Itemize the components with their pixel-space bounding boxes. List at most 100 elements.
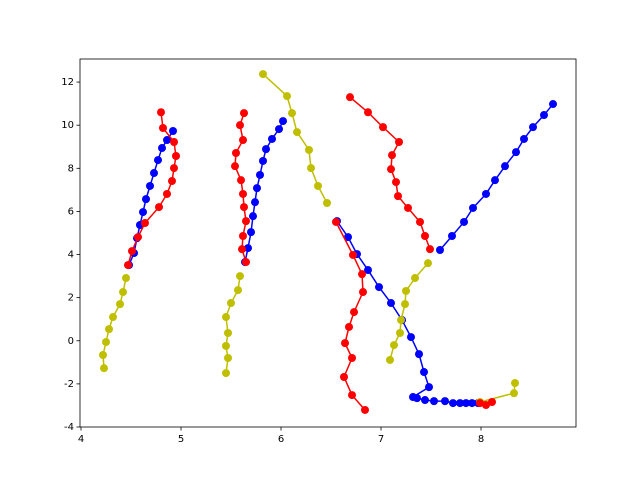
data-point xyxy=(346,93,354,102)
series-line xyxy=(128,130,174,266)
data-point xyxy=(501,162,509,171)
data-point xyxy=(146,181,154,190)
data-point xyxy=(283,92,291,101)
data-point xyxy=(105,325,113,334)
data-point xyxy=(236,121,244,130)
x-tick-label: 8 xyxy=(478,434,484,445)
data-point xyxy=(420,368,428,377)
data-point xyxy=(460,217,468,226)
data-point xyxy=(476,399,484,408)
data-point xyxy=(249,212,257,221)
data-point xyxy=(141,219,149,228)
series-line xyxy=(479,382,516,403)
data-point xyxy=(224,329,232,338)
data-point xyxy=(236,272,244,281)
data-point xyxy=(332,217,340,226)
y-tick-label: 4 xyxy=(68,250,74,261)
y-tick-label: 0 xyxy=(68,336,74,347)
data-point xyxy=(361,405,369,414)
data-point xyxy=(116,300,124,309)
data-point xyxy=(396,329,404,338)
data-point xyxy=(124,261,132,270)
data-point xyxy=(441,397,449,406)
data-point xyxy=(449,399,457,408)
data-point xyxy=(259,70,267,79)
data-point xyxy=(259,156,267,165)
data-point xyxy=(411,274,419,283)
data-point xyxy=(139,208,147,217)
data-point xyxy=(448,231,456,240)
data-point xyxy=(390,341,398,350)
data-point xyxy=(119,288,127,297)
data-point xyxy=(134,233,142,242)
data-point xyxy=(348,354,356,363)
data-point xyxy=(142,195,150,204)
data-point xyxy=(387,299,395,308)
data-point xyxy=(169,127,177,136)
data-point xyxy=(268,134,276,143)
data-point xyxy=(349,250,357,259)
data-point xyxy=(462,399,470,408)
series-line xyxy=(335,221,366,411)
data-point xyxy=(163,189,171,198)
data-point xyxy=(407,333,415,342)
data-point xyxy=(345,322,353,331)
data-point xyxy=(170,137,178,146)
data-point xyxy=(307,164,315,173)
data-point xyxy=(416,217,424,226)
data-point xyxy=(392,178,400,187)
data-point xyxy=(395,137,403,146)
data-point xyxy=(242,217,250,226)
data-point xyxy=(397,316,405,325)
series-line xyxy=(244,120,284,263)
data-point xyxy=(244,244,252,253)
data-point xyxy=(358,270,366,279)
data-point xyxy=(482,401,490,410)
data-point xyxy=(237,176,245,185)
data-point xyxy=(456,399,464,408)
data-point xyxy=(251,198,259,207)
data-point xyxy=(293,128,301,137)
data-point xyxy=(520,134,528,143)
data-point xyxy=(375,283,383,292)
data-point xyxy=(172,152,180,161)
y-tick-label: 12 xyxy=(61,77,74,88)
data-point xyxy=(488,397,496,406)
data-point xyxy=(426,245,434,254)
data-point xyxy=(154,156,162,165)
data-point xyxy=(529,123,537,132)
data-point xyxy=(238,245,246,254)
data-point xyxy=(159,123,167,132)
data-point xyxy=(262,145,270,154)
data-point xyxy=(242,258,250,267)
data-point xyxy=(275,125,283,134)
data-point xyxy=(253,184,261,193)
data-point xyxy=(150,169,158,178)
data-point xyxy=(425,383,433,392)
series-line xyxy=(349,96,431,250)
series-line xyxy=(336,220,478,404)
data-point xyxy=(510,389,518,398)
data-point xyxy=(239,136,247,145)
y-tick-label: 2 xyxy=(68,293,74,304)
data-point xyxy=(413,394,421,403)
data-point xyxy=(100,364,108,373)
data-point xyxy=(240,109,248,118)
data-point xyxy=(386,355,394,364)
data-point xyxy=(314,181,322,190)
data-point xyxy=(549,100,557,109)
data-point xyxy=(491,176,499,185)
data-point xyxy=(163,136,171,145)
x-tick-label: 4 xyxy=(78,434,84,445)
data-point xyxy=(157,108,165,117)
x-tick-label: 5 xyxy=(178,434,184,445)
y-tick-label: -4 xyxy=(64,422,74,433)
data-point xyxy=(401,300,409,309)
data-point xyxy=(240,203,248,212)
data-point xyxy=(99,350,107,359)
y-tick-label: -2 xyxy=(64,379,74,390)
data-point xyxy=(247,228,255,237)
y-tick-label: 10 xyxy=(61,120,74,131)
data-point xyxy=(415,350,423,359)
